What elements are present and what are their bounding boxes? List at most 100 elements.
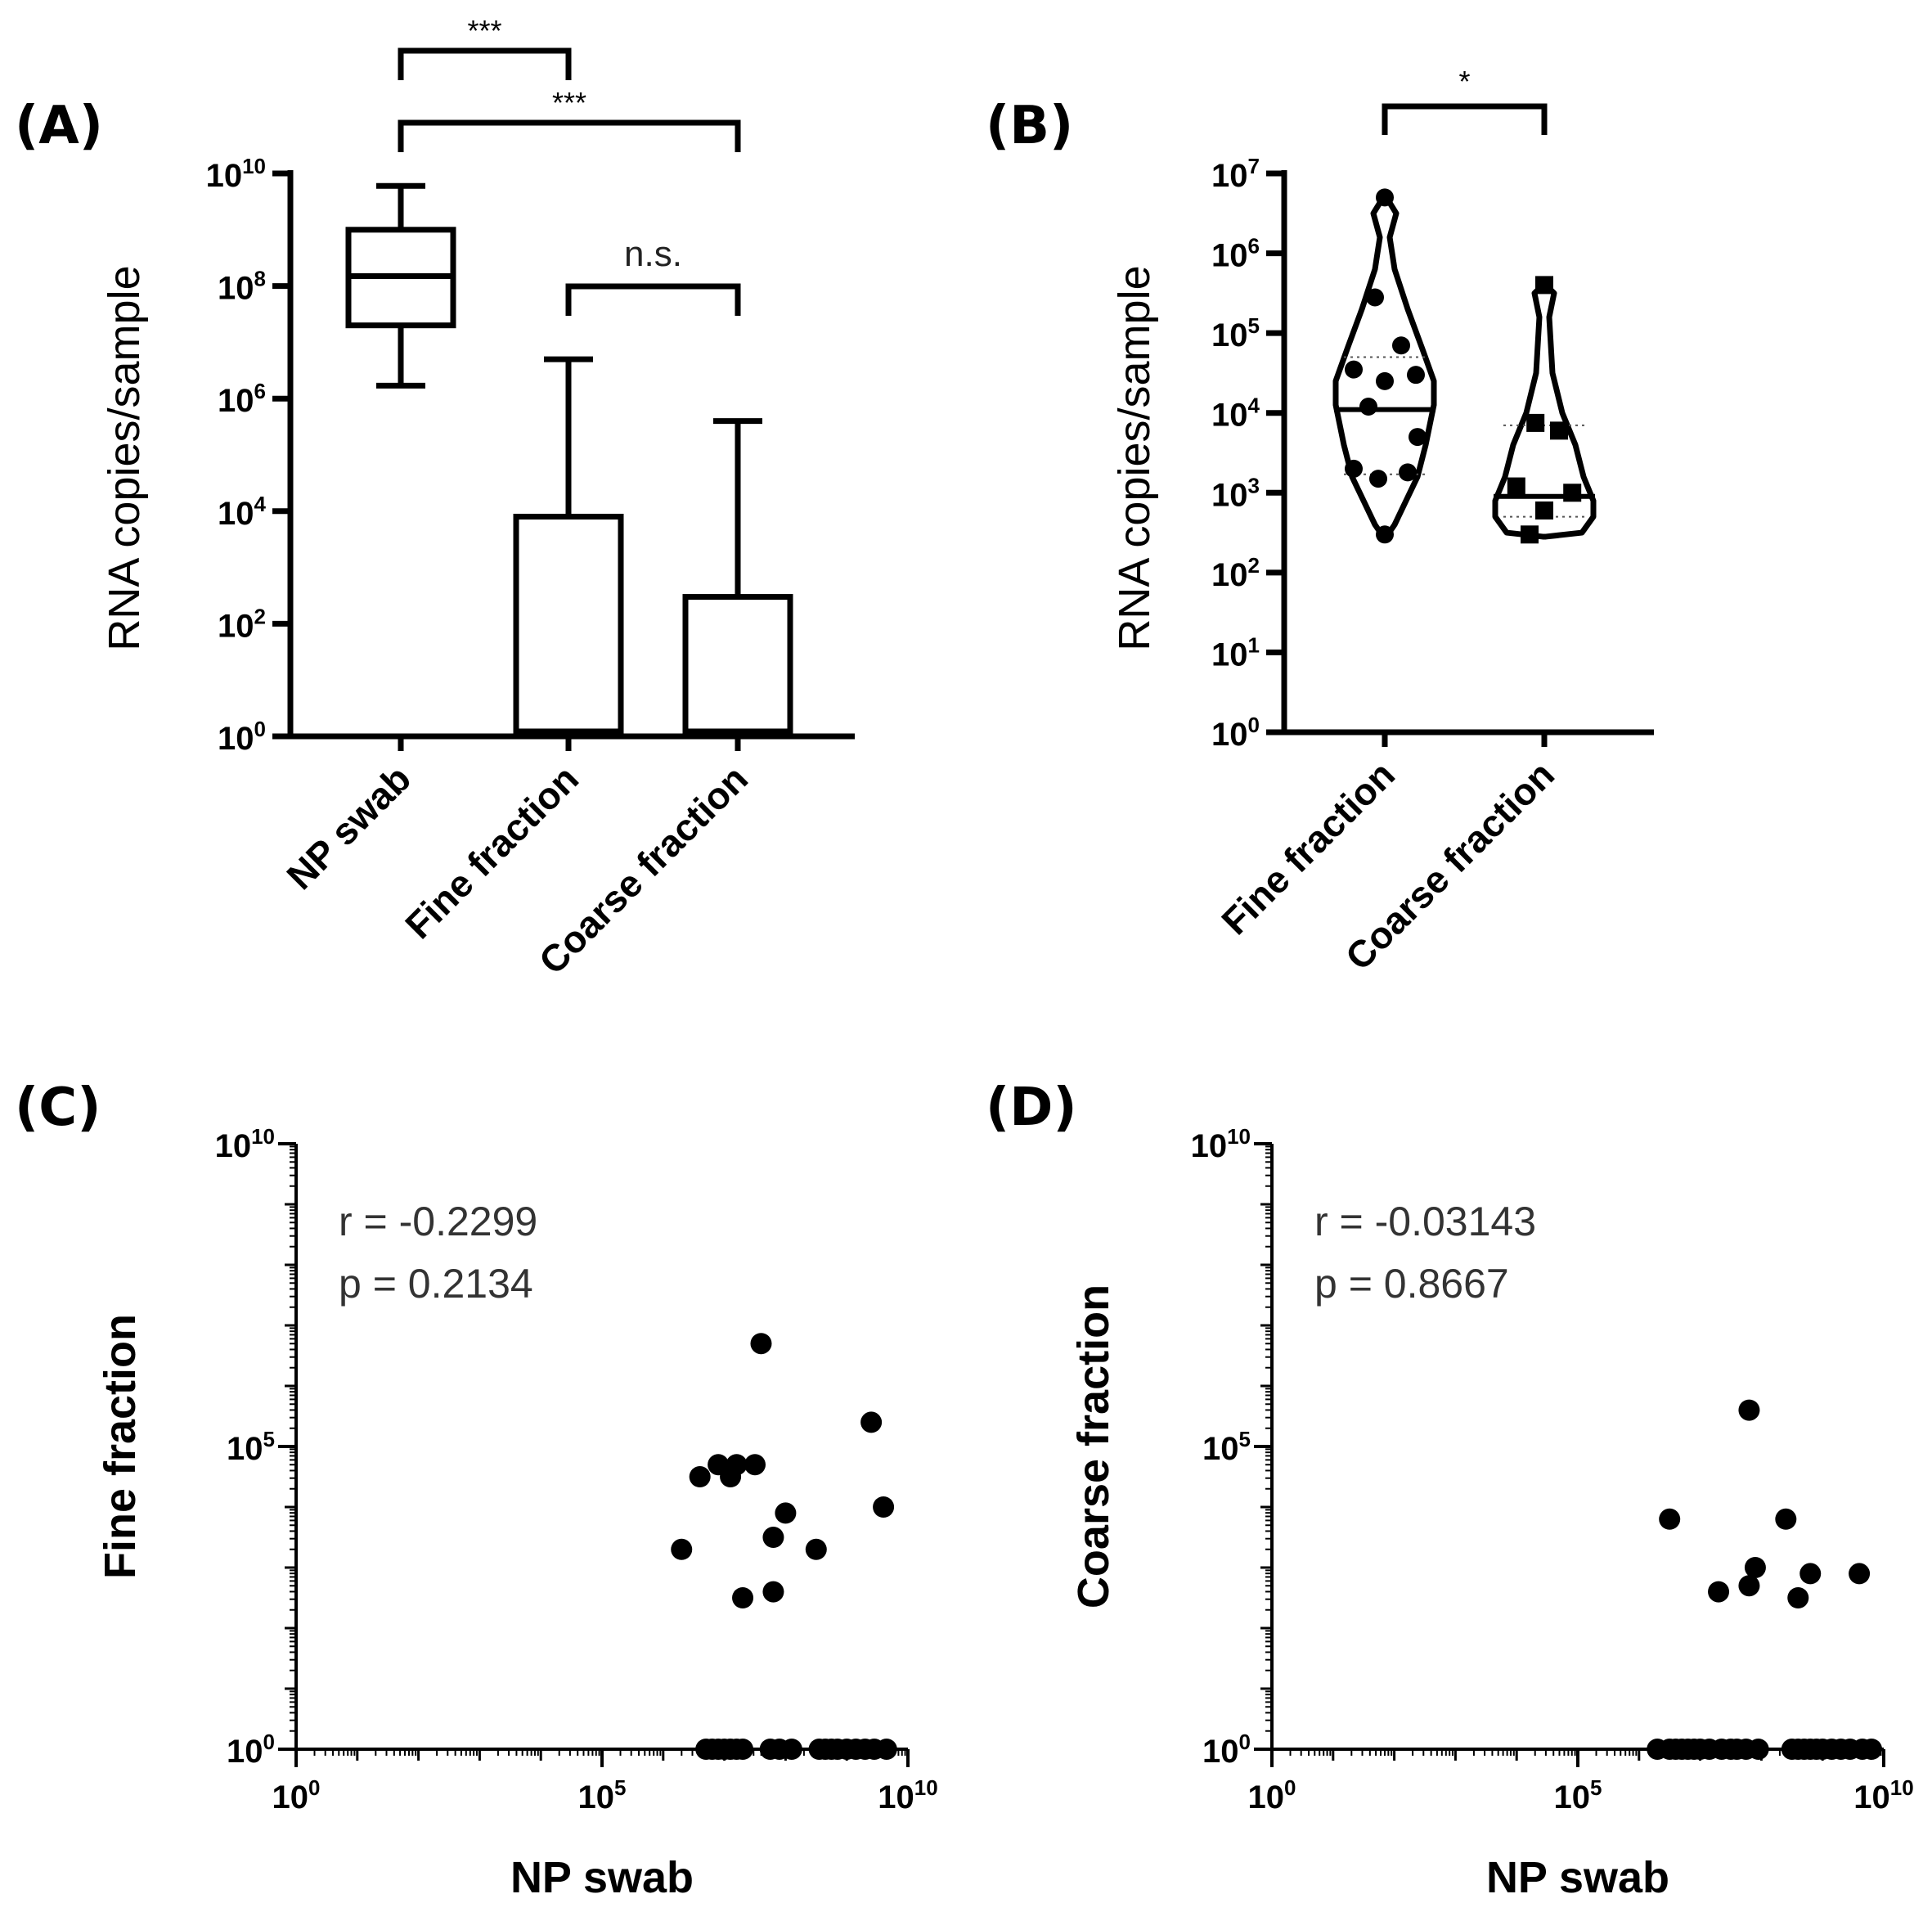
d-y-tick-label: 1010 xyxy=(1191,1124,1251,1164)
b-data-point xyxy=(1535,276,1553,295)
c-data-point xyxy=(762,1527,784,1548)
a-significance-bracket xyxy=(398,119,741,152)
b-data-point xyxy=(1521,525,1539,544)
d-data-point xyxy=(1849,1563,1871,1585)
a-bar xyxy=(682,594,793,735)
b-y-axis-title: RNA copies/sample xyxy=(1110,265,1159,650)
c-data-point xyxy=(873,1496,895,1518)
a-significance-bracket xyxy=(565,283,741,316)
b-y-tick-label: 103 xyxy=(1211,473,1260,513)
c-data-point xyxy=(750,1333,772,1355)
c-data-point xyxy=(805,1538,827,1560)
d-annotation-p: p = 0.8667 xyxy=(1314,1261,1509,1307)
c-x-axis-title: NP swab xyxy=(510,1853,694,1902)
a-y-tick-label: 100 xyxy=(218,717,266,757)
d-x-tick-label: 100 xyxy=(1248,1775,1296,1815)
d-x-tick-label: 1010 xyxy=(1853,1775,1913,1815)
c-data-point xyxy=(744,1454,766,1476)
a-bar xyxy=(513,513,624,735)
d-x-tick-label: 105 xyxy=(1554,1775,1602,1815)
a-significance-label: *** xyxy=(552,86,586,119)
d-data-point xyxy=(1744,1557,1766,1578)
d-data-point xyxy=(1659,1508,1681,1530)
d-y-tick-label: 100 xyxy=(1202,1730,1251,1770)
c-y-tick-label: 105 xyxy=(227,1427,275,1467)
a-significance-label: *** xyxy=(467,14,501,47)
b-data-point xyxy=(1376,371,1394,390)
b-data-point xyxy=(1407,366,1425,385)
b-data-point xyxy=(1359,397,1377,416)
d-data-point xyxy=(1787,1587,1809,1608)
d-y-tick-label: 105 xyxy=(1202,1427,1251,1467)
d-data-point xyxy=(1861,1739,1883,1760)
b-y-tick-label: 107 xyxy=(1211,154,1260,194)
b-data-point xyxy=(1399,463,1417,482)
b-violin-outline xyxy=(1492,282,1597,540)
b-significance-label: * xyxy=(1458,65,1470,98)
a-category-label: Fine fraction xyxy=(397,757,586,947)
c-x-tick-label: 1010 xyxy=(878,1775,937,1815)
c-data-point xyxy=(708,1454,730,1476)
a-significance-bracket xyxy=(398,47,572,80)
b-data-point xyxy=(1563,484,1582,502)
b-data-point xyxy=(1345,459,1363,478)
a-y-tick-label: 102 xyxy=(218,604,266,644)
d-data-point xyxy=(1799,1563,1822,1585)
a-y-tick-label: 108 xyxy=(218,267,266,307)
c-data-point xyxy=(689,1466,711,1487)
b-data-point xyxy=(1535,501,1553,520)
panel-c: (C) 100 105 1010 100 105 1010 NP swab Fine frac… xyxy=(15,1077,938,1902)
a-y-axis-title: RNA copies/sample xyxy=(100,265,149,650)
a-category-label: NP swab xyxy=(278,757,419,898)
b-y-tick-label: 106 xyxy=(1211,234,1260,274)
d-data-point xyxy=(1708,1581,1730,1603)
d-y-axis-title: Coarse fraction xyxy=(1069,1284,1118,1608)
a-y-tick-label: 106 xyxy=(218,379,266,419)
c-data-point xyxy=(775,1502,797,1524)
b-data-point xyxy=(1366,288,1384,307)
b-data-point xyxy=(1526,413,1545,432)
panel-d-label: (D) xyxy=(986,1077,1077,1138)
panel-a-label: (A) xyxy=(15,96,103,156)
c-data-point xyxy=(860,1411,883,1433)
a-y-tick-label: 104 xyxy=(218,492,267,532)
b-data-point xyxy=(1369,470,1387,488)
panel-b-label: (B) xyxy=(986,96,1073,156)
c-y-axis-title: Fine fraction xyxy=(96,1314,145,1579)
panel-d: (D) 100 105 1010 100 105 1010 NP swab Coarse fr… xyxy=(986,1077,1914,1902)
d-data-point xyxy=(1775,1508,1797,1530)
c-data-point xyxy=(671,1538,693,1560)
c-annotation-p: p = 0.2134 xyxy=(339,1261,533,1307)
b-y-tick-label: 101 xyxy=(1211,632,1260,673)
b-data-point xyxy=(1345,360,1363,379)
b-data-point xyxy=(1507,477,1525,496)
b-data-point xyxy=(1409,428,1427,447)
c-annotation-r: r = -0.2299 xyxy=(339,1199,537,1244)
a-significance-label: n.s. xyxy=(624,234,682,274)
c-data-point xyxy=(875,1739,897,1760)
d-annotation-r: r = -0.03143 xyxy=(1314,1199,1536,1244)
d-data-point xyxy=(1738,1575,1760,1597)
b-y-tick-label: 100 xyxy=(1211,713,1260,753)
c-y-tick-label: 100 xyxy=(227,1730,275,1770)
c-data-point xyxy=(726,1454,748,1476)
b-y-tick-label: 102 xyxy=(1211,553,1260,593)
d-data-point xyxy=(1738,1399,1760,1421)
c-data-point xyxy=(732,1739,754,1760)
b-data-point xyxy=(1376,525,1394,544)
c-x-tick-label: 105 xyxy=(578,1775,627,1815)
c-data-point xyxy=(762,1581,784,1603)
b-y-tick-label: 104 xyxy=(1211,394,1260,434)
c-data-point xyxy=(732,1587,754,1608)
b-data-point xyxy=(1392,336,1410,355)
d-data-point xyxy=(1747,1739,1769,1760)
b-significance-bracket xyxy=(1382,103,1548,135)
a-y-tick-label: 1010 xyxy=(206,154,266,194)
d-x-axis-title: NP swab xyxy=(1486,1853,1669,1902)
c-data-point xyxy=(780,1739,802,1760)
c-y-tick-label: 1010 xyxy=(215,1124,275,1164)
b-data-point xyxy=(1550,421,1568,440)
